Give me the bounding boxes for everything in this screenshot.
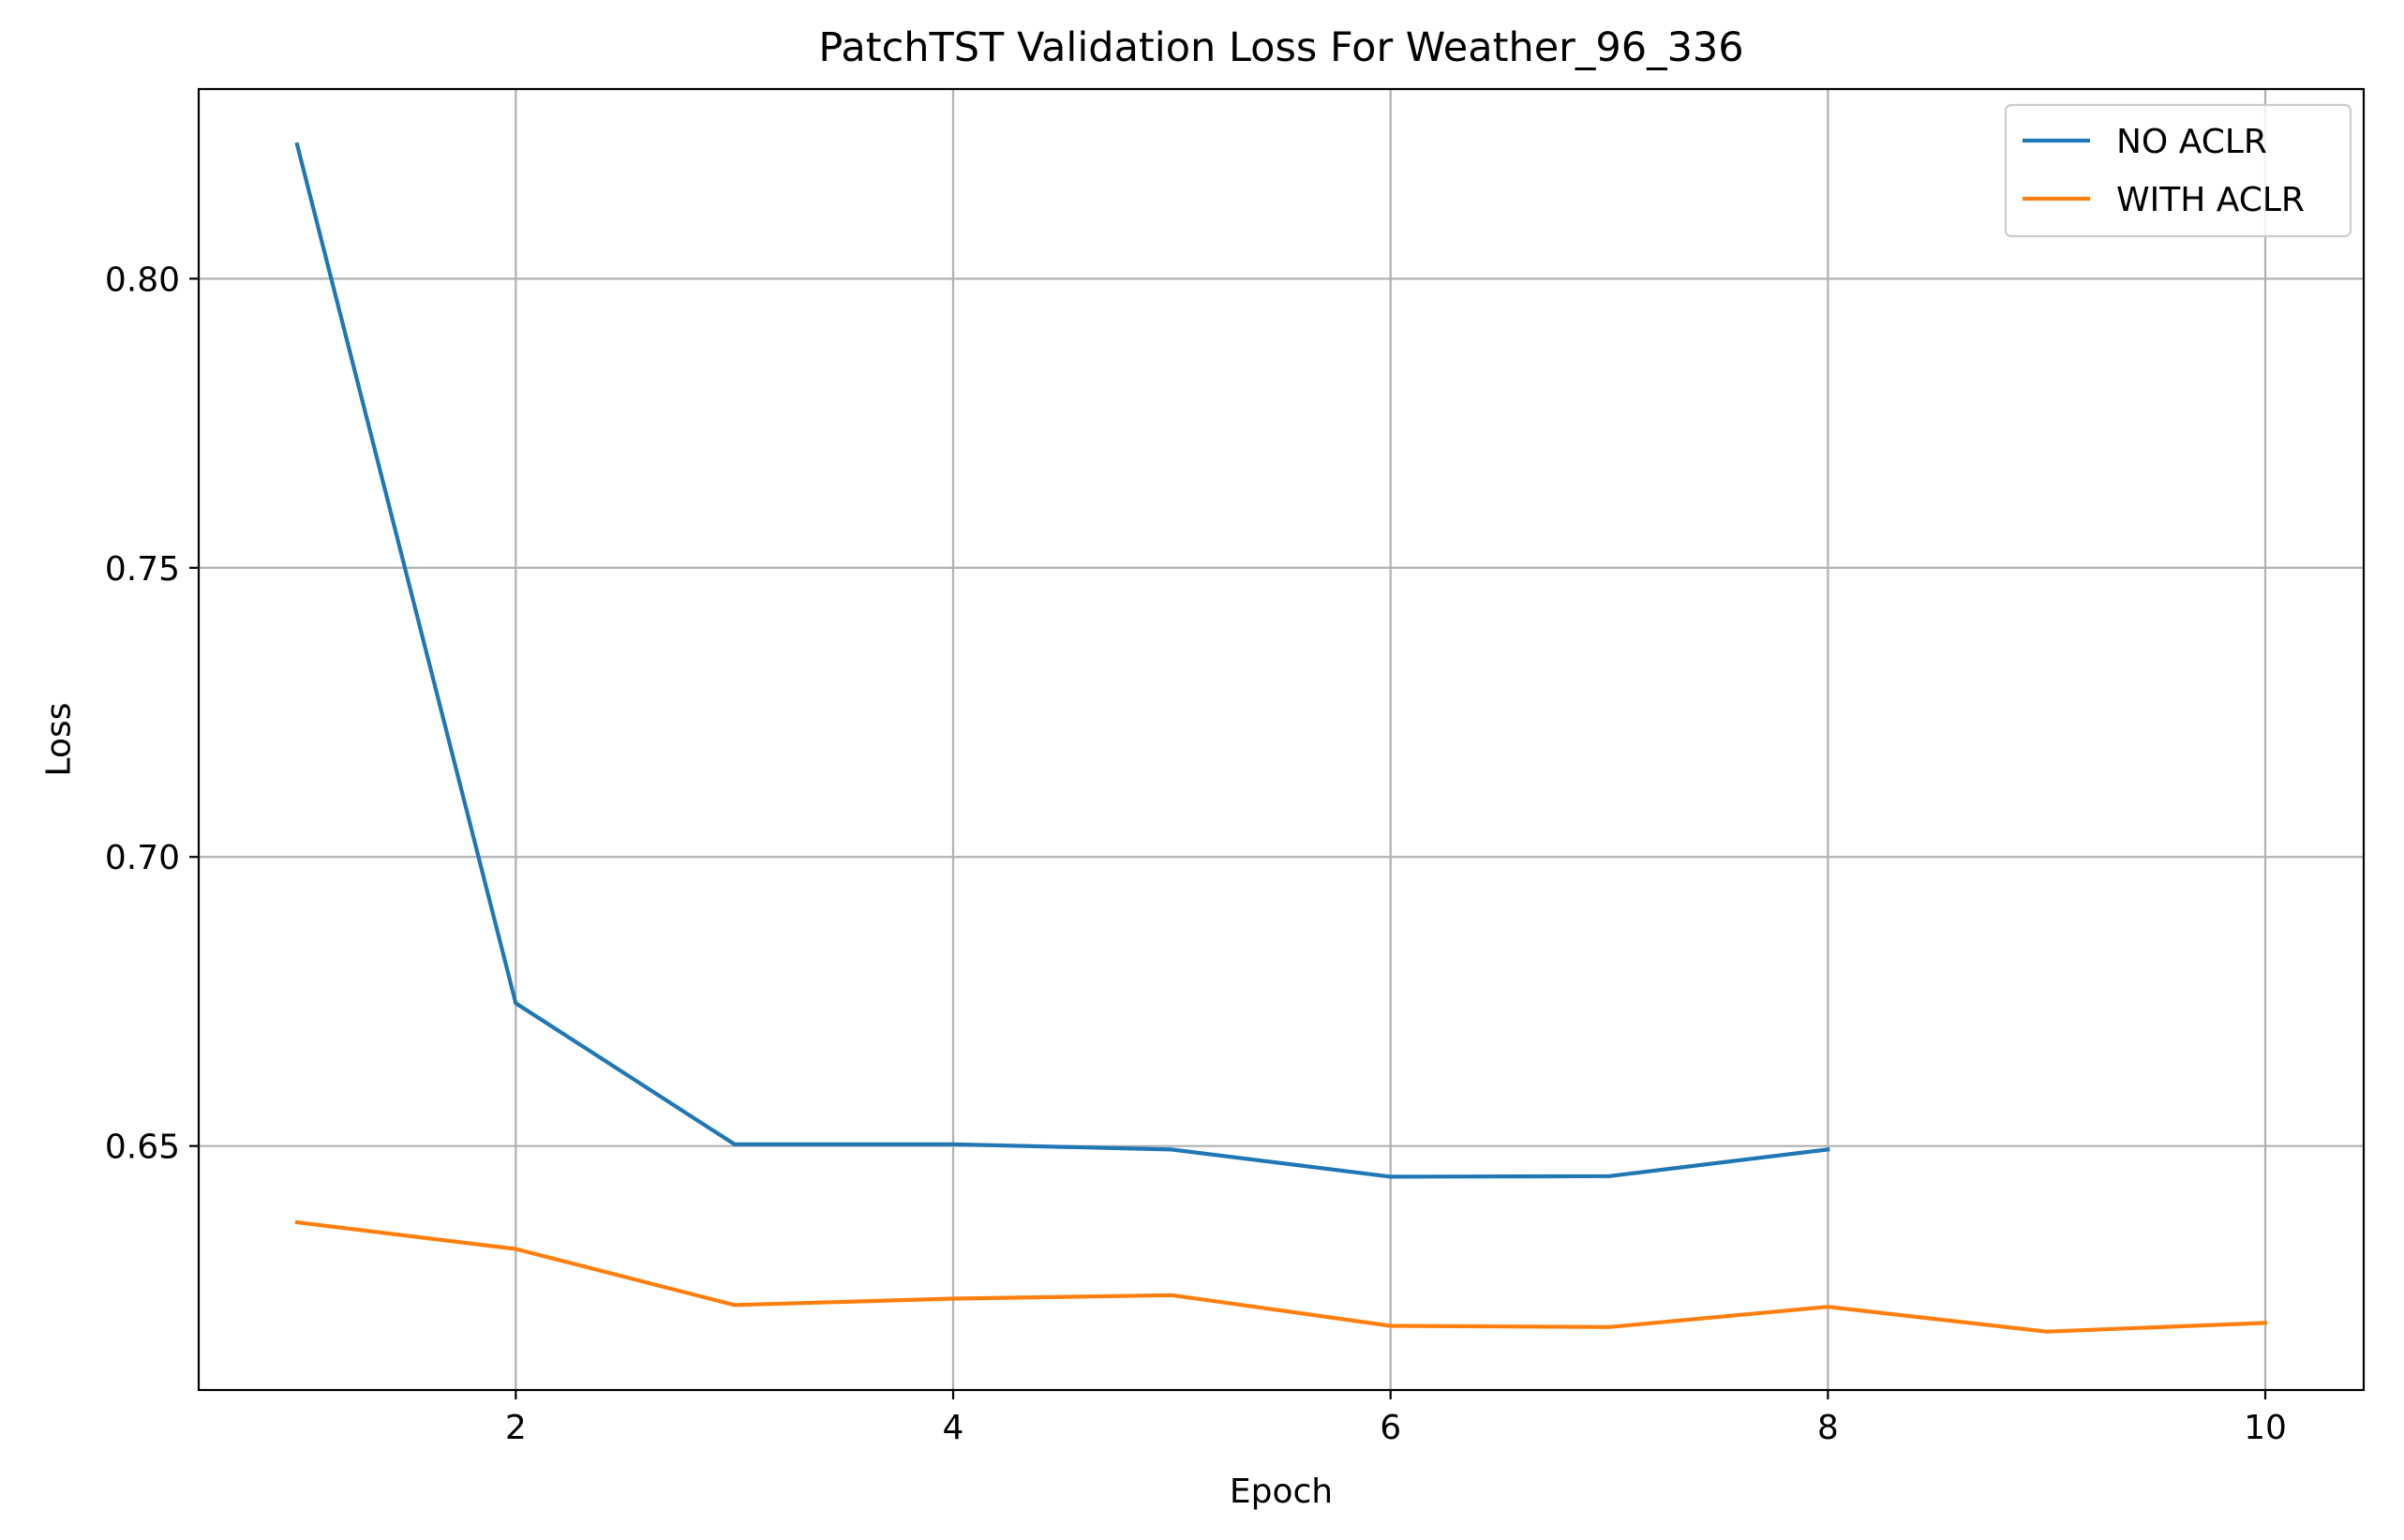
x-tick-label: 2 (505, 1409, 527, 1447)
series-line (294, 1219, 2268, 1334)
grid (199, 89, 2364, 1390)
y-axis-ticks: 0.65 0.70 0.75 0.80 (105, 261, 199, 1167)
y-axis-label: Loss (40, 703, 79, 777)
legend-box (2004, 103, 2352, 238)
axes-frame (197, 87, 2366, 1392)
y-tick-label: 0.65 (105, 1129, 180, 1167)
chart-title: PatchTST Validation Loss For Weather_96_… (818, 24, 1743, 71)
legend-entry: WITH ACLR (2116, 181, 2305, 219)
x-tick-label: 4 (943, 1409, 964, 1447)
y-tick-label: 0.75 (105, 550, 180, 589)
series-lines (294, 142, 2268, 1334)
x-tick-label: 6 (1380, 1409, 1401, 1447)
x-tick-label: 10 (2244, 1409, 2287, 1447)
legend: NO ACLR WITH ACLR (2004, 103, 2352, 238)
y-tick-label: 0.80 (105, 261, 180, 299)
x-tick-label: 8 (1817, 1409, 1839, 1447)
series-line (294, 142, 1830, 1179)
y-tick-label: 0.70 (105, 839, 180, 877)
x-axis-ticks: 2 4 6 8 10 (505, 1390, 2287, 1447)
legend-entry: NO ACLR (2116, 123, 2267, 161)
x-axis-label: Epoch (1230, 1473, 1333, 1511)
